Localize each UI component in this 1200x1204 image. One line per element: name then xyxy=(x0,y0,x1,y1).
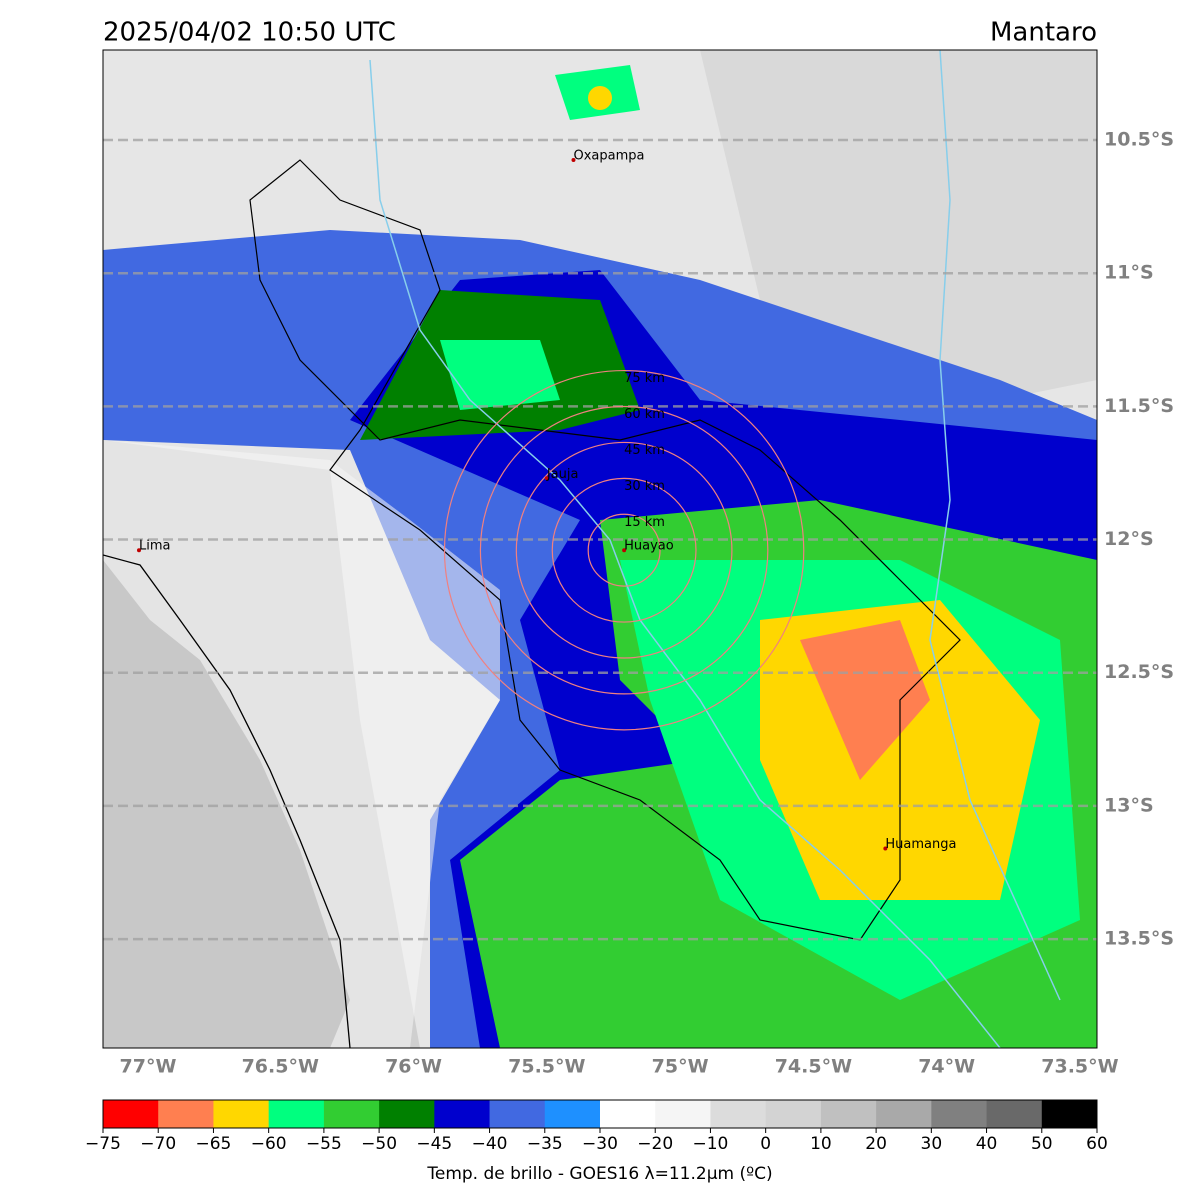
range-ring xyxy=(443,369,805,731)
city-name: Lima xyxy=(139,539,170,554)
colorbar-tick-label: −35 xyxy=(527,1134,563,1154)
range-ring-label: 45 km xyxy=(624,443,665,458)
colorbar-tick-label: −40 xyxy=(472,1134,508,1154)
range-ring xyxy=(515,441,733,659)
lat-label: 13°S xyxy=(1104,794,1154,816)
lat-label: 13.5°S xyxy=(1104,928,1174,950)
colorbar-tick-label: −10 xyxy=(692,1134,728,1154)
title: 2025/04/02 10:50 UTC xyxy=(103,18,396,48)
lon-label: 76°W xyxy=(385,1056,442,1078)
colorbar-segment xyxy=(1041,1100,1098,1128)
lon-label: 73.5°W xyxy=(1041,1056,1118,1078)
colorbar-tick-label: 20 xyxy=(865,1134,887,1154)
map-imagery xyxy=(103,50,1097,1048)
city-marker xyxy=(136,548,141,553)
colorbar-tick-label: −45 xyxy=(416,1134,452,1154)
colorbar-tick-label: 40 xyxy=(976,1134,998,1154)
colorbar-tick-label: −30 xyxy=(582,1134,618,1154)
colorbar-segment xyxy=(544,1100,601,1128)
city-name: Jauja xyxy=(546,467,579,482)
city-name: Huayao xyxy=(624,539,674,554)
lat-label: 12.5°S xyxy=(1104,661,1174,683)
colorbar-segment xyxy=(600,1100,656,1128)
lat-label: 11.5°S xyxy=(1104,395,1174,417)
colorbar-segment xyxy=(765,1100,822,1128)
lon-label: 75.5°W xyxy=(508,1056,585,1078)
region: Mantaro xyxy=(990,18,1097,48)
lat-label: 12°S xyxy=(1104,528,1154,550)
colorbar-segment xyxy=(710,1100,767,1128)
lon-label: 74°W xyxy=(918,1056,975,1078)
colorbar-tick-label: −65 xyxy=(195,1134,231,1154)
colorbar-tick-label: −50 xyxy=(361,1134,397,1154)
colorbar-tick-label: 60 xyxy=(1086,1134,1108,1154)
colorbar-tick-label: −70 xyxy=(140,1134,176,1154)
colorbar-tick-label: −60 xyxy=(251,1134,287,1154)
city-marker xyxy=(571,158,576,163)
colorbar-label: Temp. de brillo - GOES16 λ=11.2μm (ºC) xyxy=(426,1164,772,1184)
lon-label: 74.5°W xyxy=(775,1056,852,1078)
range-ring xyxy=(587,513,661,587)
lon-label: 77°W xyxy=(120,1056,177,1078)
colorbar-segment xyxy=(213,1100,270,1128)
range-ring-label: 75 km xyxy=(624,371,665,386)
colorbar-segment xyxy=(158,1100,214,1128)
range-ring-label: 60 km xyxy=(624,407,665,422)
colorbar-segment xyxy=(268,1100,325,1128)
colorbar-tick-label: −20 xyxy=(637,1134,673,1154)
lon-label: 75°W xyxy=(652,1056,709,1078)
colorbar-segment xyxy=(434,1100,491,1128)
lat-label: 10.5°S xyxy=(1104,129,1174,151)
range-ring-label: 15 km xyxy=(624,515,665,530)
city-marker xyxy=(544,476,549,481)
colorbar-segment xyxy=(876,1100,932,1128)
range-ring xyxy=(551,477,697,623)
colorbar-tick-label: 30 xyxy=(921,1134,943,1154)
lon-label: 76.5°W xyxy=(242,1056,319,1078)
range-ring-label: 30 km xyxy=(624,479,665,494)
colorbar-tick-label: −75 xyxy=(85,1134,121,1154)
colorbar-tick-label: 50 xyxy=(1031,1134,1053,1154)
city-marker xyxy=(622,548,627,553)
map-frame xyxy=(102,49,1098,1049)
colorbar-segment xyxy=(820,1100,877,1128)
colorbar-tick-label: −55 xyxy=(306,1134,342,1154)
range-ring xyxy=(479,405,769,695)
colorbar-tick-label: 10 xyxy=(810,1134,832,1154)
city-name: Huamanga xyxy=(885,837,956,852)
colorbar-segment xyxy=(103,1100,159,1128)
colorbar-segment xyxy=(986,1100,1043,1128)
colorbar-segment xyxy=(931,1100,988,1128)
colorbar-segment xyxy=(655,1100,711,1128)
city-marker xyxy=(883,846,888,851)
colorbar-segment xyxy=(379,1100,435,1128)
lat-label: 11°S xyxy=(1104,262,1154,284)
colorbar-tick-label: 0 xyxy=(760,1134,771,1154)
city-name: Oxapampa xyxy=(573,149,644,164)
colorbar-segment xyxy=(323,1100,380,1128)
colorbar-segment xyxy=(489,1100,546,1128)
